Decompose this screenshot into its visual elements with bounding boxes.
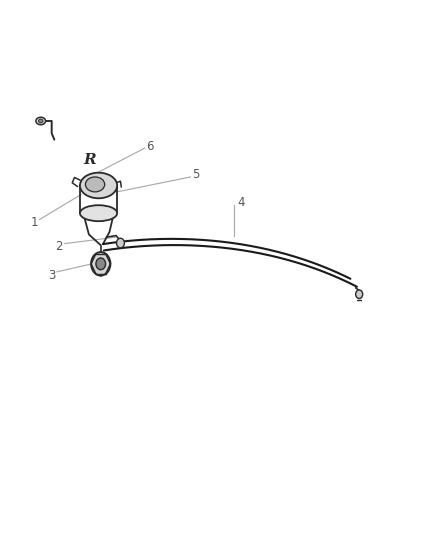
Circle shape	[96, 258, 106, 270]
Circle shape	[91, 252, 110, 276]
Ellipse shape	[80, 205, 117, 221]
Ellipse shape	[80, 173, 117, 198]
Text: R: R	[84, 153, 96, 167]
Ellipse shape	[39, 119, 43, 123]
Text: 6: 6	[146, 140, 154, 152]
Text: 3: 3	[48, 269, 55, 281]
Text: 1: 1	[30, 216, 38, 229]
Circle shape	[356, 290, 363, 298]
Text: 5: 5	[193, 168, 200, 181]
Text: 4: 4	[238, 196, 245, 209]
Circle shape	[117, 238, 124, 248]
Ellipse shape	[85, 177, 105, 192]
Ellipse shape	[36, 117, 46, 125]
Text: 2: 2	[55, 240, 63, 253]
